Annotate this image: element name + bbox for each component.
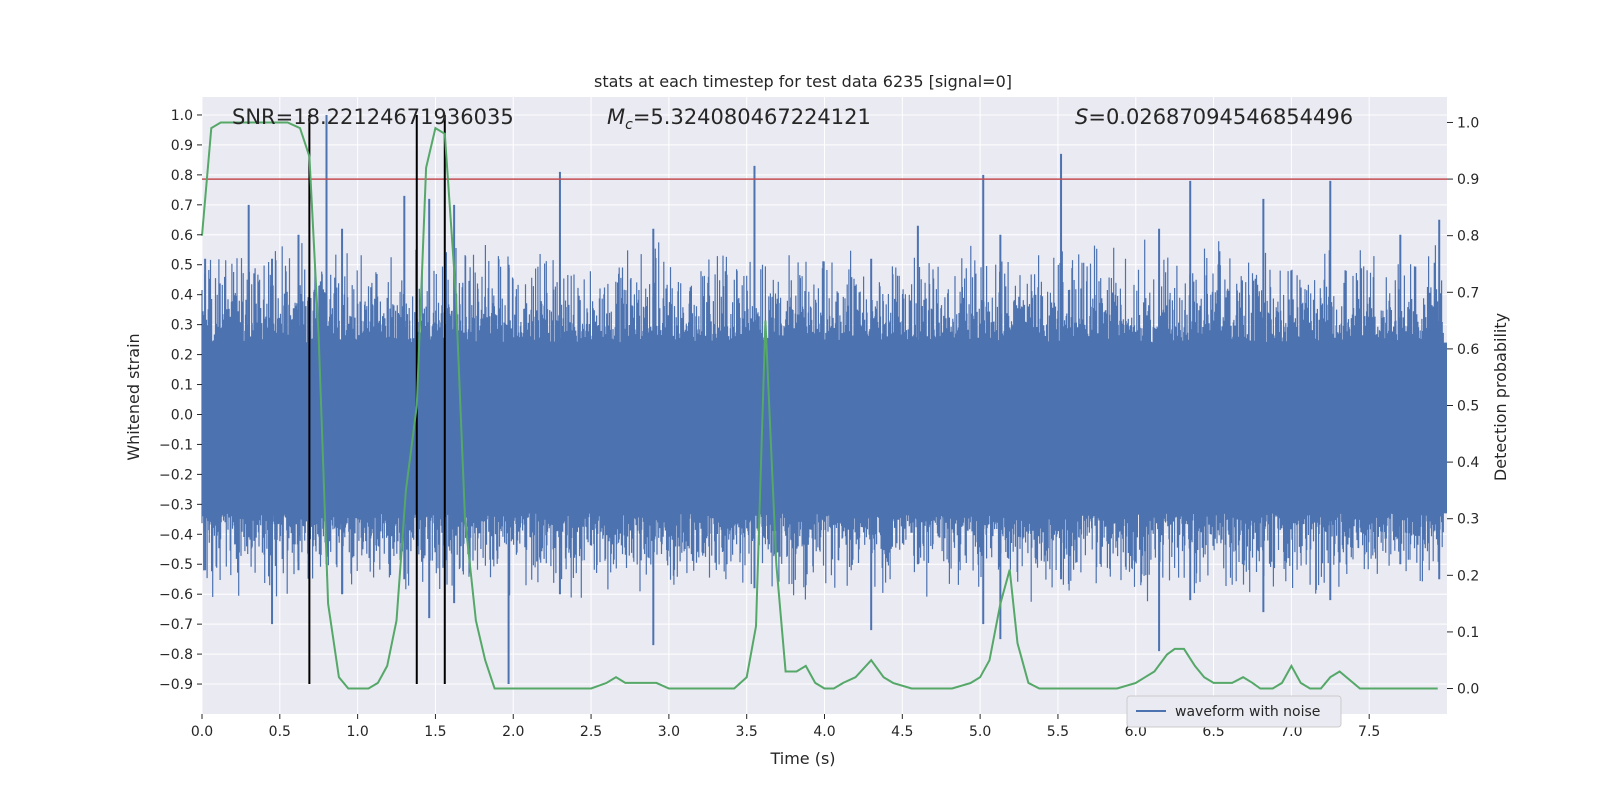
x-tick-label: 2.0 [502,724,524,740]
y-tick-label: −0.2 [159,467,193,483]
waveform-series [201,114,1447,685]
x-tick-label: 3.5 [736,724,758,740]
y-tick-label: 0.8 [171,168,193,184]
y-tick-label: 0.5 [171,258,193,274]
x-tick-label: 6.0 [1125,724,1147,740]
y2-tick-label: 0.0 [1457,682,1479,698]
y2-tick-label: 0.6 [1457,342,1479,358]
y2-tick-label: 0.3 [1457,512,1479,528]
x-tick-label: 3.0 [658,724,680,740]
y-tick-label: 0.6 [171,228,193,244]
y-tick-labels: −0.9 −0.8 −0.7 −0.6 −0.5 −0.4 −0.3 −0.2 −0.1 0.0 0… [159,108,202,693]
y-tick-label: −0.8 [159,647,193,663]
x-axis-label: Time (s) [769,749,835,768]
x-tick-label: 7.5 [1358,724,1380,740]
probability-line [201,121,1438,690]
y-axis-label: Whitened strain [124,333,143,460]
y2-tick-label: 0.5 [1457,399,1479,415]
legend: waveform with noise [1126,695,1342,728]
snr-annotation: SNR=18.22124671936035 [232,105,514,129]
y2-tick-label: 0.9 [1457,172,1479,188]
y-tick-label: −0.4 [159,527,193,543]
legend-label: waveform with noise [1175,704,1320,720]
y-tick-label: −0.6 [159,587,193,603]
x-tick-label: 2.5 [580,724,602,740]
x-tick-label: 1.0 [346,724,368,740]
y-tick-label: −0.5 [159,557,193,573]
y-tick-label: −0.3 [159,497,193,513]
y2-tick-label: 0.2 [1457,568,1479,584]
y2-axis-label: Detection probability [1491,313,1510,481]
y-tick-label: 0.4 [171,288,193,304]
y-tick-label: −0.1 [159,437,193,453]
y2-tick-label: 0.1 [1457,625,1479,641]
y-tick-label: 0.7 [171,198,193,214]
x-tick-label: 6.5 [1202,724,1224,740]
y2-tick-label: 0.4 [1457,455,1479,471]
x-tick-label: 1.5 [424,724,446,740]
s-annotation: S=0.02687094546854496 [1075,105,1353,129]
y-tick-label: 1.0 [171,108,193,124]
legend-box [1126,695,1342,728]
y-tick-label: −0.9 [159,677,193,693]
y-tick-label: 0.2 [171,348,193,364]
x-tick-label: 0.0 [191,724,213,740]
y2-tick-label: 0.7 [1457,285,1479,301]
chart-title: stats at each timestep for test data 623… [594,72,1012,91]
x-tick-label: 7.0 [1280,724,1302,740]
y-tick-label: 0.3 [171,318,193,334]
x-tick-label: 5.5 [1047,724,1069,740]
x-tick-label: 0.5 [269,724,291,740]
y2-tick-label: 0.8 [1457,229,1479,245]
chirp-mass-annotation: Mc=5.324080467224121 [607,105,871,133]
y-tick-label: 0.9 [171,138,193,154]
x-tick-label: 4.5 [891,724,913,740]
x-tick-label: 4.0 [813,724,835,740]
y2-tick-label: 1.0 [1457,115,1479,131]
y-tick-label: −0.7 [159,617,193,633]
y2-tick-labels: 0.0 0.1 0.2 0.3 0.4 0.5 0.6 0.7 0.8 0.9 1.0 [1447,115,1479,698]
y-tick-label: 0.0 [171,407,193,423]
probability-series [201,121,1438,690]
y-tick-label: 0.1 [171,378,193,394]
x-tick-labels: 0.0 0.5 1.0 1.5 2.0 2.5 3.0 3.5 4.0 4.5 5.0 5.5 6.0 6… [191,714,1380,740]
x-tick-label: 5.0 [969,724,991,740]
